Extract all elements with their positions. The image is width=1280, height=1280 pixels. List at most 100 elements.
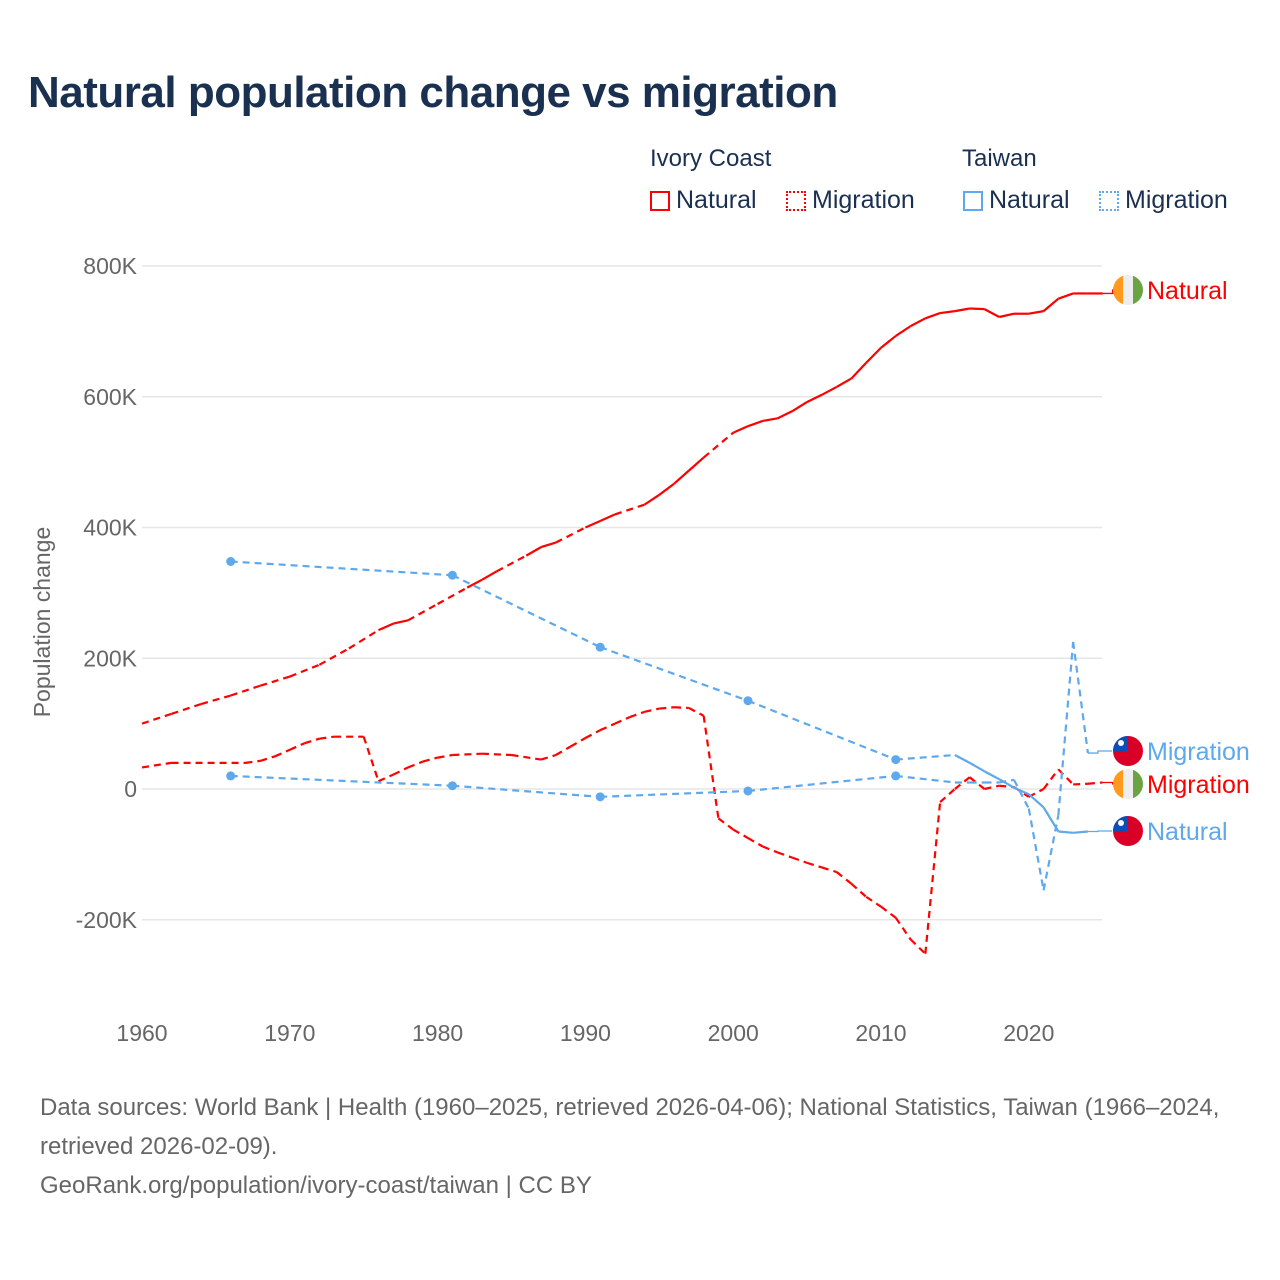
line-segment <box>894 917 912 940</box>
legend-group-ivory-coast: Ivory Coast <box>650 145 772 172</box>
legend-swatch <box>786 190 806 211</box>
line-segment <box>674 706 689 710</box>
y-tick-label: 0 <box>124 776 137 802</box>
line-segment <box>747 837 764 848</box>
line-segment <box>717 817 734 831</box>
line-segment <box>762 845 778 854</box>
label-connector <box>1102 781 1114 785</box>
line-segment <box>451 574 601 649</box>
x-tick-label: 1960 <box>116 1020 167 1046</box>
line-segment <box>806 861 823 869</box>
line-segment <box>821 385 838 396</box>
line-segment <box>806 393 823 403</box>
line-segment <box>171 702 202 715</box>
line-segment <box>880 335 897 349</box>
line-segment <box>1072 641 1090 754</box>
line-segment <box>230 684 261 697</box>
flag-sun <box>1118 820 1124 826</box>
data-sources: Data sources: World Bank | Health (1960–… <box>40 1094 1220 1160</box>
line-segment <box>584 519 601 529</box>
line-segment <box>850 362 868 380</box>
x-tick-label: 2000 <box>708 1020 759 1046</box>
line-segment <box>835 871 853 885</box>
line-segment <box>600 789 749 798</box>
line-segment <box>318 647 350 666</box>
line-segment <box>999 778 1015 784</box>
line-segment <box>1057 641 1075 816</box>
line-segment <box>1013 786 1030 796</box>
line-segment <box>304 737 320 745</box>
line-segment <box>836 377 852 388</box>
x-tick-label: 1970 <box>264 1020 315 1046</box>
data-point <box>595 792 605 802</box>
end-label: Natural <box>1147 277 1228 305</box>
line-segment <box>865 346 882 364</box>
line-segment <box>570 737 586 748</box>
label-connector <box>1102 289 1114 295</box>
series-ivory-coast-natural: Natural <box>141 275 1228 725</box>
line-segment <box>525 546 542 557</box>
legend-item-taiwan-natural[interactable]: Natural <box>963 186 1070 215</box>
line-segment <box>850 882 867 898</box>
data-point <box>226 556 236 566</box>
line-segment <box>1028 793 1045 809</box>
line-segment <box>777 410 793 420</box>
x-tick-label: 2020 <box>1003 1020 1054 1046</box>
line-segment <box>511 753 542 761</box>
legend-label: Natural <box>676 186 757 214</box>
line-segment <box>1042 297 1060 312</box>
line-segment <box>939 788 956 803</box>
legend-item-ivory-coast-natural[interactable]: Natural <box>650 186 757 215</box>
legend-group-taiwan: Taiwan <box>962 145 1037 172</box>
line-segment <box>702 431 734 459</box>
legend-label: Migration <box>812 186 915 214</box>
line-segment <box>998 778 1015 789</box>
line-segment <box>392 766 409 776</box>
flag-stripe <box>1123 769 1133 799</box>
line-segment <box>289 663 320 678</box>
line-segment <box>452 784 601 798</box>
x-tick-label: 2010 <box>855 1020 906 1046</box>
line-segment <box>777 851 793 859</box>
y-tick-label: 800K <box>83 253 137 279</box>
y-axis-label: Population change <box>29 527 55 718</box>
line-segment <box>747 774 896 793</box>
line-segment <box>319 735 335 740</box>
series-taiwan-natural: Natural <box>226 556 1228 846</box>
line-segment <box>599 646 749 702</box>
line-segment <box>599 513 616 522</box>
line-segment <box>895 325 912 337</box>
line-segment <box>658 482 675 496</box>
line-segment <box>466 578 483 589</box>
line-segment <box>259 675 291 687</box>
flag-stripe <box>1133 275 1143 305</box>
y-tick-label: -200K <box>76 907 138 933</box>
flag-stripe <box>1123 275 1133 305</box>
line-segment <box>954 754 971 764</box>
line-segment <box>481 570 498 581</box>
y-tick-label: 200K <box>83 645 137 671</box>
legend-item-taiwan-migration[interactable]: Migration <box>1099 186 1228 215</box>
line-segment <box>348 629 380 650</box>
legend-item-ivory-coast-migration[interactable]: Migration <box>786 186 915 215</box>
line-segment <box>378 622 394 632</box>
line-segment <box>954 776 971 790</box>
line-segment <box>999 312 1015 319</box>
line-segment <box>865 895 882 908</box>
flag-sun <box>1118 740 1124 746</box>
line-segment <box>747 699 897 761</box>
line-segment <box>983 770 1000 781</box>
line-segment <box>481 752 512 757</box>
line-segment <box>791 856 808 864</box>
legend-label: Migration <box>1125 186 1228 214</box>
credit-link[interactable]: GeoRank.org/population/ivory-coast/taiwa… <box>40 1172 592 1199</box>
legend-swatch <box>1099 190 1119 211</box>
data-point <box>891 771 901 781</box>
line-segment <box>732 425 749 434</box>
line-segment <box>643 493 660 506</box>
chart-plot: 800K 600K 400K 200K 0 -200K 1960 1970 1980 1990 20… <box>29 253 1250 1046</box>
line-segment <box>968 776 986 790</box>
y-tick-label: 600K <box>83 384 137 410</box>
line-segment <box>732 828 749 839</box>
line-segment <box>599 722 616 732</box>
